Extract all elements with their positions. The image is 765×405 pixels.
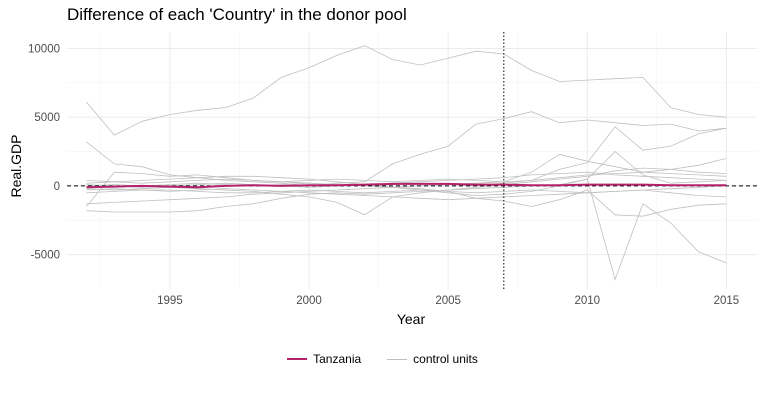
control-line-2 xyxy=(86,111,727,187)
legend-label-treated: Tanzania xyxy=(313,352,362,366)
treated-unit-line xyxy=(86,182,727,189)
legend-key-treated xyxy=(287,358,308,360)
x-axis-title: Year xyxy=(397,311,426,327)
control-line-11 xyxy=(86,171,727,188)
legend-item-controls: control units xyxy=(387,352,478,366)
control-line-7 xyxy=(86,126,727,187)
x-tick-label: 2000 xyxy=(296,295,322,307)
control-line-1 xyxy=(86,45,727,136)
x-tick-label: 2015 xyxy=(714,295,740,307)
control-line-6 xyxy=(86,175,727,281)
y-tick-label: 0 xyxy=(54,181,60,193)
control-line-10 xyxy=(86,167,727,216)
control-line-5 xyxy=(86,186,727,217)
reference-lines xyxy=(67,32,757,289)
x-tick-label: 1995 xyxy=(157,295,183,307)
legend-key-controls xyxy=(387,358,408,360)
legend-item-treated: Tanzania xyxy=(287,352,361,366)
control-line-4 xyxy=(86,151,727,213)
minor-gridlines xyxy=(67,32,757,289)
x-tick-label: 2005 xyxy=(435,295,461,307)
control-line-12 xyxy=(86,185,727,201)
legend-label-controls: control units xyxy=(413,352,478,366)
control-line-9 xyxy=(86,171,727,184)
y-axis-title: Real.GDP xyxy=(8,134,24,197)
x-axis-ticks: 1995 2000 2005 2010 2015 xyxy=(157,295,739,307)
y-tick-label: -5000 xyxy=(31,250,60,262)
treated-line-tanzania xyxy=(86,182,727,189)
control-line-3 xyxy=(86,153,727,207)
x-tick-label: 2010 xyxy=(574,295,600,307)
control-unit-lines xyxy=(86,45,727,281)
y-tick-label: 10000 xyxy=(28,43,60,55)
chart-title: Difference of each 'Country' in the dono… xyxy=(67,5,407,24)
legend: Tanzania control units xyxy=(0,352,765,366)
y-axis-ticks: -5000 0 5000 10000 xyxy=(28,43,60,261)
major-gridlines xyxy=(67,32,757,289)
y-tick-label: 5000 xyxy=(34,112,60,124)
